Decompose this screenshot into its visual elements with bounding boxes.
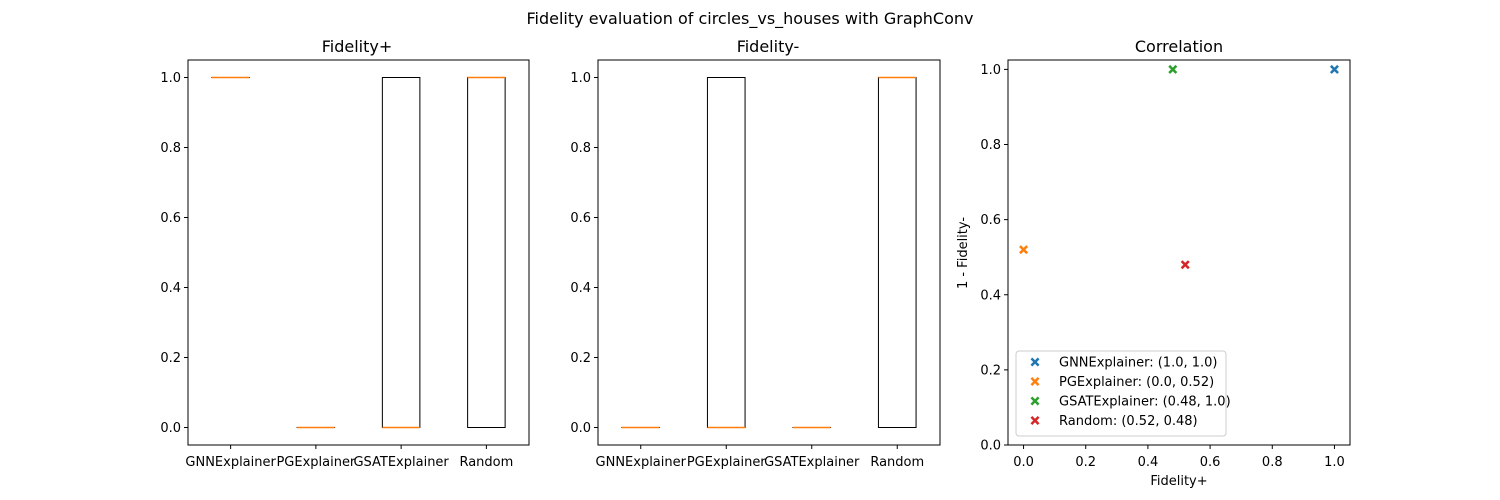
ytick-label: 0.4 — [570, 281, 591, 296]
legend: GNNExplainer: (1.0, 1.0) PGExplainer: (0.… — [1015, 350, 1231, 437]
fidelity-minus-panel: Fidelity- 0.0 0.2 0.4 0.6 0.8 1.0 GNNExplainer… — [570, 37, 941, 470]
fidelity-plus-axes-frame — [187, 59, 530, 446]
box-body — [877, 77, 917, 428]
ytick-label: 0.4 — [160, 281, 181, 296]
xtick-label: 1.0 — [1324, 455, 1345, 470]
ytick-label: 0.2 — [570, 351, 591, 366]
fidelity-plus-title: Fidelity+ — [322, 37, 393, 56]
figure-suptitle: Fidelity evaluation of circles_vs_houses… — [527, 9, 974, 29]
ytick-label: 0.8 — [980, 138, 1001, 153]
ytick-label: 1.0 — [980, 63, 1001, 78]
ytick-label: 0.0 — [980, 439, 1001, 454]
correlation-panel: Correlation Fidelity+ 1 - Fidelity- 0.0 0… — [956, 37, 1351, 489]
legend-entry: PGExplainer: (0.0, 0.52) — [1059, 375, 1214, 390]
legend-marker — [1030, 396, 1040, 406]
ytick-label: 0.6 — [980, 213, 1001, 228]
correlation-ylabel: 1 - Fidelity- — [956, 217, 971, 289]
xtick-label: 0.4 — [1138, 455, 1159, 470]
xtick-label: 0.8 — [1262, 455, 1283, 470]
legend-entry: GNNExplainer: (1.0, 1.0) — [1059, 356, 1218, 371]
legend-entry: Random: (0.52, 0.48) — [1059, 414, 1198, 429]
xtick-label: PGExplainer — [687, 455, 766, 470]
ytick-label: 0.0 — [160, 421, 181, 436]
fidelity-minus-axes-frame — [597, 59, 941, 446]
legend-marker — [1030, 357, 1040, 367]
ytick-label: 0.0 — [570, 421, 591, 436]
legend-marker — [1030, 416, 1040, 425]
scatter-point — [1180, 260, 1190, 270]
scatter-point — [1329, 64, 1339, 74]
legend-marker — [1030, 377, 1040, 386]
correlation-xlabel: Fidelity+ — [1150, 474, 1207, 489]
scatter-point — [1019, 245, 1029, 255]
xtick-label: GNNExplainer — [185, 455, 276, 470]
xtick-label: 0.2 — [1075, 455, 1096, 470]
xtick-label: PGExplainer — [276, 455, 355, 470]
ytick-label: 0.6 — [570, 211, 591, 226]
ytick-label: 0.6 — [160, 211, 181, 226]
xtick-label: GSATExplainer — [353, 455, 449, 470]
ytick-label: 0.2 — [980, 363, 1001, 378]
ytick-label: 1.0 — [160, 71, 181, 86]
ytick-label: 0.4 — [980, 288, 1001, 303]
xtick-label: 0.6 — [1200, 455, 1221, 470]
correlation-axes-frame — [1007, 59, 1351, 446]
xtick-label: Random — [459, 455, 513, 470]
correlation-title: Correlation — [1135, 37, 1223, 56]
fidelity-minus-title: Fidelity- — [737, 37, 800, 56]
scatter-point — [1168, 64, 1178, 74]
xtick-label: GNNExplainer — [596, 455, 687, 470]
ytick-label: 0.2 — [160, 351, 181, 366]
ytick-label: 0.8 — [160, 141, 181, 156]
xtick-label: GSATExplainer — [764, 455, 860, 470]
xtick-label: 0.0 — [1013, 455, 1034, 470]
box-body — [381, 77, 421, 428]
xtick-label: Random — [870, 455, 924, 470]
box-body — [467, 77, 506, 428]
fidelity-plus-panel: Fidelity+ 0.0 0.2 0.4 0.6 0.8 1.0 GNNExplainer… — [160, 37, 530, 470]
legend-box — [1015, 350, 1227, 437]
ytick-label: 0.8 — [570, 141, 591, 156]
legend-entry: GSATExplainer: (0.48, 1.0) — [1059, 395, 1231, 410]
box-body — [706, 77, 746, 428]
ytick-label: 1.0 — [570, 71, 591, 86]
